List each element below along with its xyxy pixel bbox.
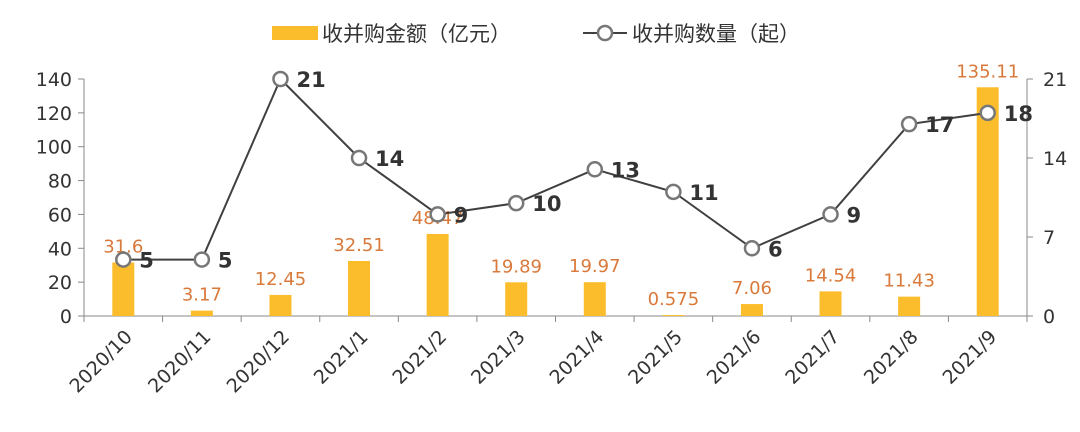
bar: [505, 282, 528, 316]
x-tick-label: 2021/4: [546, 326, 609, 389]
y-left-tick-label: 100: [36, 137, 72, 159]
line-point: [429, 206, 446, 223]
bar: [426, 233, 449, 316]
bar: [898, 296, 921, 316]
legend-line-label: 收并购数量（起）: [632, 22, 800, 46]
bar-data-label: 11.43: [883, 271, 935, 292]
bar: [269, 294, 292, 316]
line-point: [979, 104, 996, 122]
line-data-label: 10: [532, 192, 561, 216]
line-point: [900, 115, 918, 133]
line-point: [586, 161, 604, 178]
legend-line-marker: [596, 24, 614, 42]
bar: [819, 291, 842, 316]
line-data-label: 13: [611, 158, 640, 182]
x-ticks: 2020/10 2020/11 2020/12 2021/1 2021/2 2021/3 2…: [65, 326, 1001, 397]
bar-data-label: 19.97: [569, 256, 621, 277]
bar-data-label: 0.575: [648, 289, 700, 310]
bar-data-label: 135.11: [956, 61, 1019, 82]
bar-data-label: 31.6: [103, 237, 143, 258]
line-point: [507, 194, 525, 212]
line-series: [115, 70, 996, 268]
x-tick-label: 2021/3: [467, 326, 530, 389]
line-data-label: 11: [689, 181, 718, 205]
y-right-tick-label: 7: [1043, 227, 1055, 249]
bar-data-label: 19.89: [490, 256, 542, 277]
y-right-tick-label: 0: [1043, 306, 1055, 328]
x-tick-label: 2021/7: [781, 326, 844, 389]
line-data-label: 18: [1004, 102, 1033, 126]
line-point: [272, 70, 289, 88]
bar-data-label: 12.45: [255, 269, 307, 290]
count-line: [123, 77, 988, 261]
y-left-tick-label: 120: [36, 103, 72, 125]
legend-bar-swatch: [272, 26, 318, 40]
line-data-label: 5: [139, 249, 154, 273]
bar-labels: 31.63.1712.4532.5148.4719.8919.970.5757.…: [103, 61, 1019, 310]
y-left-tick-label: 0: [60, 306, 72, 328]
legend-bar-label: 收并购金额（亿元）: [322, 22, 511, 46]
x-tick-label: 2020/12: [223, 326, 294, 397]
bar: [348, 260, 371, 316]
line-point: [665, 183, 682, 201]
y-left-tick-label: 140: [36, 69, 72, 91]
bar-data-label: 7.06: [732, 278, 772, 299]
bar-data-label: 14.54: [805, 265, 857, 286]
bar-data-label: 3.17: [182, 285, 222, 306]
y-left-tick-label: 20: [48, 272, 72, 294]
x-tick-label: 2021/2: [388, 326, 451, 389]
line-data-label: 14: [375, 147, 404, 171]
bar: [976, 87, 999, 316]
x-tick-label: 2020/11: [144, 326, 215, 397]
line-data-label: 9: [847, 203, 862, 227]
bars: [112, 87, 999, 317]
y-right-tick-label: 21: [1043, 69, 1067, 91]
bar: [112, 262, 135, 316]
x-tick-label: 2021/6: [703, 326, 766, 389]
line-point: [193, 251, 211, 268]
line-point: [115, 251, 132, 268]
axes: 0 20 40 60 80 100 120 140 0 7 14 21: [36, 69, 1067, 328]
y-left-tick-label: 60: [48, 204, 72, 226]
x-tick-label: 2021/8: [860, 326, 923, 389]
x-tick-label: 2021/1: [310, 326, 373, 389]
line-data-label: 5: [218, 249, 233, 273]
line-data-label: 21: [296, 68, 325, 92]
y-left-tick-label: 40: [48, 238, 72, 260]
line-data-label: 9: [454, 203, 469, 227]
bar: [190, 310, 213, 316]
line-point: [350, 149, 368, 167]
line-data-label: 6: [768, 237, 783, 261]
line-labels: 5 5 21 14 9 10 13 11 6 9 17 18: [139, 68, 1033, 273]
x-tick-label: 2021/9: [938, 326, 1001, 389]
y-right-tick-label: 14: [1043, 148, 1067, 170]
bar: [583, 282, 606, 316]
legend: 收并购金额（亿元） 收并购数量（起）: [272, 22, 800, 46]
bar: [662, 315, 685, 317]
line-point: [822, 206, 839, 223]
x-tick-label: 2020/10: [65, 326, 136, 397]
line-data-label: 17: [925, 113, 954, 137]
y-left-tick-label: 80: [48, 171, 72, 193]
line-point: [743, 240, 761, 257]
bar-data-label: 32.51: [333, 235, 385, 256]
x-tick-label: 2021/5: [624, 326, 687, 389]
bar: [740, 304, 763, 316]
